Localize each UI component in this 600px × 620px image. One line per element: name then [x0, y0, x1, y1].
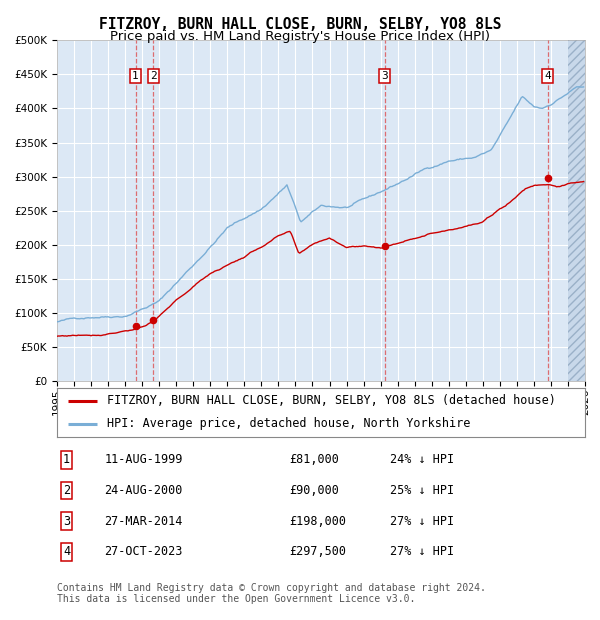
- Text: Price paid vs. HM Land Registry's House Price Index (HPI): Price paid vs. HM Land Registry's House …: [110, 30, 490, 43]
- Text: FITZROY, BURN HALL CLOSE, BURN, SELBY, YO8 8LS: FITZROY, BURN HALL CLOSE, BURN, SELBY, Y…: [99, 17, 501, 32]
- Text: HPI: Average price, detached house, North Yorkshire: HPI: Average price, detached house, Nort…: [107, 417, 470, 430]
- Text: 2: 2: [63, 484, 70, 497]
- Text: 27% ↓ HPI: 27% ↓ HPI: [389, 515, 454, 528]
- Bar: [568, 40, 585, 381]
- Text: 27-MAR-2014: 27-MAR-2014: [104, 515, 183, 528]
- Text: 11-AUG-1999: 11-AUG-1999: [104, 453, 183, 466]
- Text: 3: 3: [63, 515, 70, 528]
- Text: 2: 2: [150, 71, 157, 81]
- Text: FITZROY, BURN HALL CLOSE, BURN, SELBY, YO8 8LS (detached house): FITZROY, BURN HALL CLOSE, BURN, SELBY, Y…: [107, 394, 556, 407]
- Text: 27-OCT-2023: 27-OCT-2023: [104, 546, 183, 558]
- Text: £90,000: £90,000: [289, 484, 339, 497]
- Text: 1: 1: [63, 453, 70, 466]
- Text: £297,500: £297,500: [289, 546, 346, 558]
- Text: 27% ↓ HPI: 27% ↓ HPI: [389, 546, 454, 558]
- Text: 3: 3: [382, 71, 388, 81]
- Text: 24-AUG-2000: 24-AUG-2000: [104, 484, 183, 497]
- Text: 4: 4: [63, 546, 70, 558]
- Text: 4: 4: [544, 71, 551, 81]
- Text: 1: 1: [132, 71, 139, 81]
- Text: 25% ↓ HPI: 25% ↓ HPI: [389, 484, 454, 497]
- Text: £81,000: £81,000: [289, 453, 339, 466]
- Text: 24% ↓ HPI: 24% ↓ HPI: [389, 453, 454, 466]
- Text: £198,000: £198,000: [289, 515, 346, 528]
- Text: Contains HM Land Registry data © Crown copyright and database right 2024.
This d: Contains HM Land Registry data © Crown c…: [57, 583, 486, 604]
